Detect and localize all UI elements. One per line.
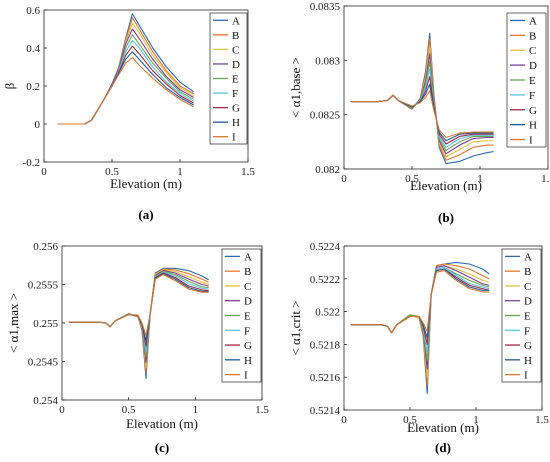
y-tick-label: 0.0835	[310, 1, 341, 13]
x-tick-label: 0	[41, 166, 47, 178]
y-tick-label: 0	[35, 119, 41, 131]
panel-caption: (b)	[438, 210, 454, 225]
series-line-I	[350, 90, 494, 139]
x-tick-label: 0	[341, 414, 347, 426]
y-tick-label: 0.6	[26, 5, 40, 17]
y-axis-label: < α1,crit >	[288, 300, 303, 355]
legend-label: D	[232, 59, 240, 71]
legend-label: B	[244, 266, 251, 278]
series-line-I	[350, 270, 490, 334]
legend-label: E	[529, 75, 536, 87]
legend-label: C	[244, 281, 251, 293]
x-axis-label: Elevation (m)	[407, 420, 479, 435]
y-tick-label: 0.256	[33, 241, 58, 253]
legend-label: B	[529, 30, 536, 42]
legend-label: G	[529, 105, 537, 117]
x-tick-label: 0	[341, 173, 347, 185]
legend-label: H	[232, 117, 240, 129]
y-tick-label: -0.2	[23, 157, 40, 169]
chart-panel-c: 0 0.5 1 1.50.2540.25450.2550.25550.256ABCDE…	[6, 241, 269, 455]
x-tick-label: 0.5	[122, 404, 136, 416]
y-tick-label: 0.082	[315, 164, 340, 176]
legend-label: C	[529, 45, 536, 57]
x-tick-label: 1	[477, 173, 483, 185]
legend-label: H	[244, 355, 252, 367]
legend-label: C	[524, 281, 531, 293]
x-tick-label: 1.5	[541, 173, 550, 185]
y-axis-label: β	[2, 82, 17, 89]
legend-label: F	[232, 88, 238, 100]
x-tick-label: 1	[193, 404, 199, 416]
y-axis-label: < α1,max >	[6, 293, 21, 353]
legend-label: I	[524, 370, 528, 382]
legend-label: B	[524, 266, 531, 278]
y-tick-label: 0.5218	[310, 339, 341, 351]
legend-label: B	[232, 30, 239, 42]
legend-label: E	[244, 311, 251, 323]
x-tick-label: 0.5	[405, 173, 419, 185]
legend-label: A	[232, 15, 240, 27]
y-tick-label: 0.254	[33, 395, 58, 407]
x-axis-label: Elevation (m)	[126, 416, 198, 431]
legend-label: E	[524, 311, 531, 323]
chart-panel-b: 00.511.50.0820.08250.0830.0835ABCDEFGHIE…	[288, 1, 550, 225]
x-tick-label: 1.5	[241, 166, 255, 178]
y-tick-label: 0.2	[26, 81, 40, 93]
legend-label: D	[529, 60, 537, 72]
y-tick-label: 0.2555	[28, 280, 59, 292]
legend-label: F	[524, 325, 530, 337]
legend-label: G	[244, 340, 252, 352]
x-tick-label: 0.5	[403, 414, 417, 426]
legend-label: F	[244, 325, 250, 337]
legend-label: I	[244, 370, 248, 382]
legend-label: F	[529, 90, 535, 102]
series-line-I	[57, 56, 194, 125]
panel-caption: (a)	[138, 207, 153, 222]
y-tick-label: 0.5224	[310, 241, 341, 253]
x-tick-label: 1.5	[535, 414, 549, 426]
y-tick-label: 0.5216	[310, 372, 341, 384]
legend-label: H	[524, 355, 532, 367]
x-axis-label: Elevation (m)	[110, 176, 182, 191]
legend-label: H	[529, 120, 537, 132]
y-tick-label: 0.4	[26, 43, 40, 55]
x-tick-label: 1	[473, 414, 479, 426]
y-tick-label: 0.083	[315, 55, 340, 67]
legend-label: C	[232, 44, 239, 56]
legend-label: G	[232, 103, 240, 115]
chart-panel-a: 0 0.5 1 1.5-0.200.20.40.6ABCDEFGHIElevation…	[2, 5, 255, 222]
panel-caption: (c)	[155, 440, 169, 455]
y-tick-label: 0.2545	[28, 357, 59, 369]
x-tick-label: 1.5	[255, 404, 269, 416]
x-tick-label: 1	[177, 166, 183, 178]
legend-label: A	[244, 251, 252, 263]
legend-label: A	[529, 15, 537, 27]
legend-label: I	[529, 135, 533, 147]
legend-label: I	[232, 132, 236, 144]
x-tick-label: 0.5	[105, 166, 119, 178]
x-axis-label: Elevation (m)	[410, 178, 482, 193]
y-tick-label: 0.255	[33, 318, 58, 330]
legend-label: D	[244, 296, 252, 308]
y-axis-label: < α1,base >	[288, 57, 303, 118]
y-tick-label: 0.5222	[310, 274, 340, 286]
series-line-I	[68, 273, 209, 336]
x-tick-label: 0	[59, 404, 65, 416]
legend-label: D	[524, 296, 532, 308]
legend-label: E	[232, 74, 239, 86]
y-tick-label: 0.522	[315, 307, 340, 319]
chart-panel-d: 0 0.5 1 1.5 0.5214 0.5216 0.5218 0.522 0.5222 0.5…	[288, 241, 549, 455]
y-tick-label: 0.0825	[310, 110, 341, 122]
panel-caption: (d)	[435, 440, 451, 455]
legend-label: G	[524, 340, 532, 352]
legend-label: A	[524, 251, 532, 263]
y-tick-label: 0.5214	[310, 405, 341, 417]
